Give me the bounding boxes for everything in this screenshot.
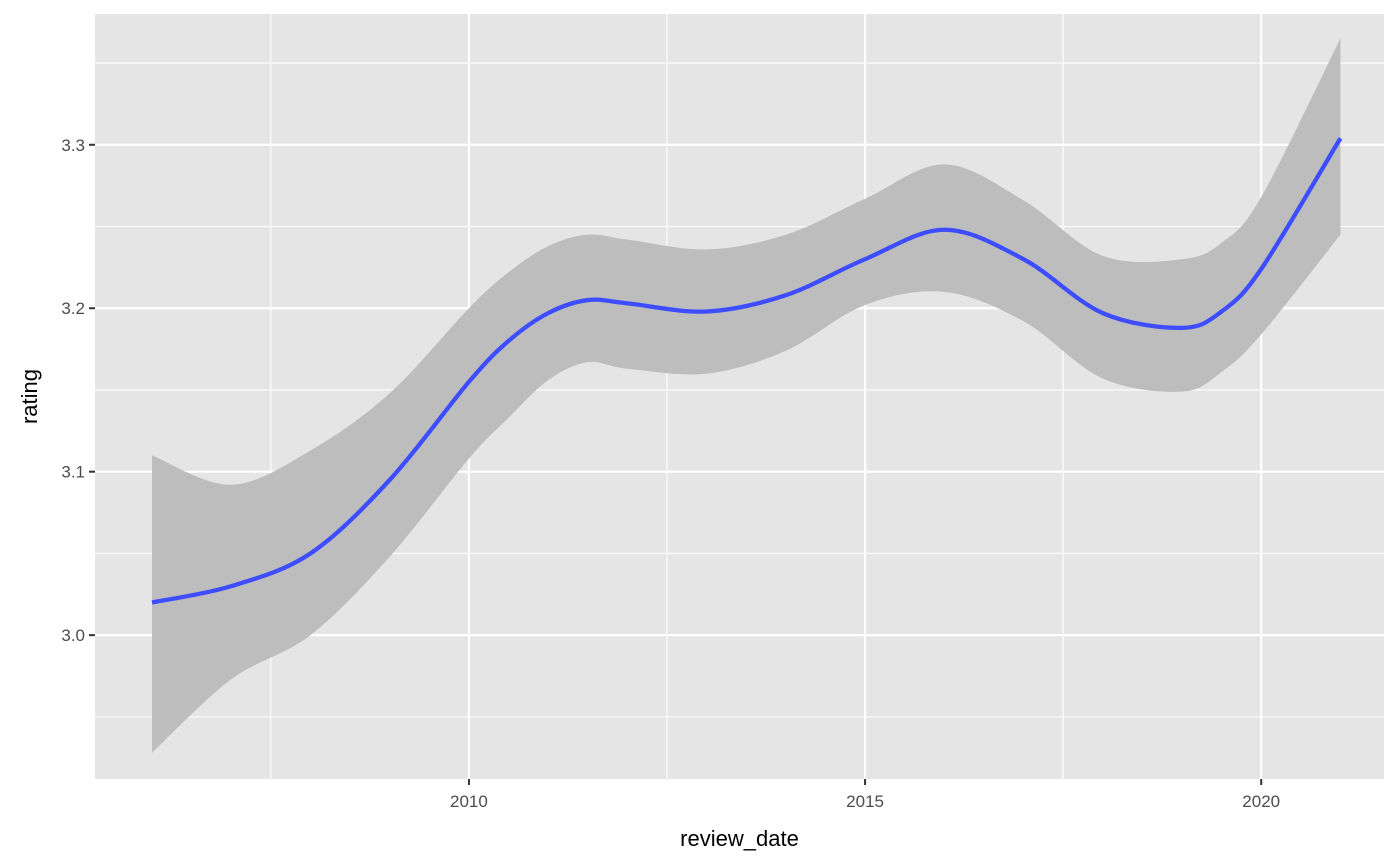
x-tick-label: 2020 [1242, 792, 1280, 811]
y-tick-label: 3.2 [61, 299, 85, 318]
x-axis-title: review_date [680, 826, 799, 851]
smooth-line [151, 137, 1343, 605]
x-tick-label: 2015 [846, 792, 884, 811]
confidence-band-layer [152, 38, 1341, 753]
y-axis: 3.0 3.1 3.2 3.3 [61, 136, 95, 645]
smooth-line-layer [151, 137, 1343, 605]
y-tick-label: 3.3 [61, 136, 85, 155]
y-tick-label: 3.0 [61, 626, 85, 645]
confidence-band [152, 38, 1341, 753]
x-axis: 2010 2015 2020 [450, 779, 1280, 811]
y-tick-label: 3.1 [61, 463, 85, 482]
x-tick-label: 2010 [450, 792, 488, 811]
plot-panel [95, 14, 1384, 779]
y-axis-title: rating [17, 369, 42, 424]
